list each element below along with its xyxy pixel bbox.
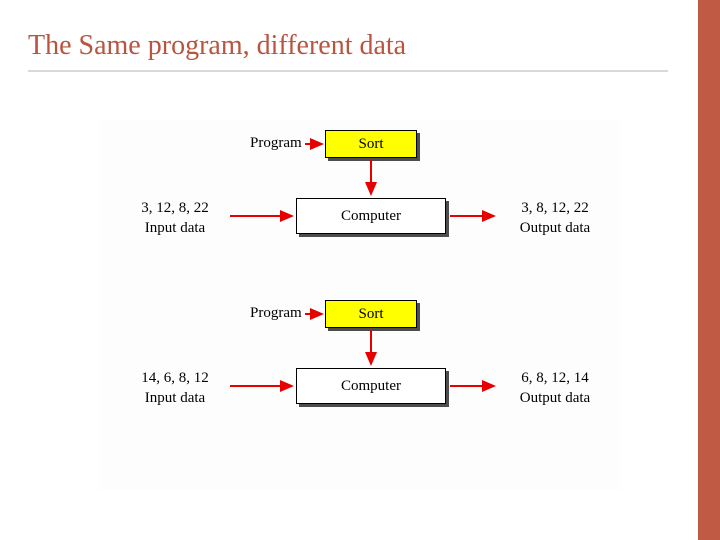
diagram-area: ProgramSortComputer3, 12, 8, 22Input dat… bbox=[100, 120, 620, 490]
output-values-1: 6, 8, 12, 14 bbox=[500, 370, 610, 387]
accent-bar bbox=[698, 0, 720, 540]
title-underline bbox=[28, 70, 668, 72]
output-label-1: Output data bbox=[500, 390, 610, 407]
arrow-out-1 bbox=[100, 120, 620, 490]
page-title: The Same program, different data bbox=[28, 30, 406, 62]
